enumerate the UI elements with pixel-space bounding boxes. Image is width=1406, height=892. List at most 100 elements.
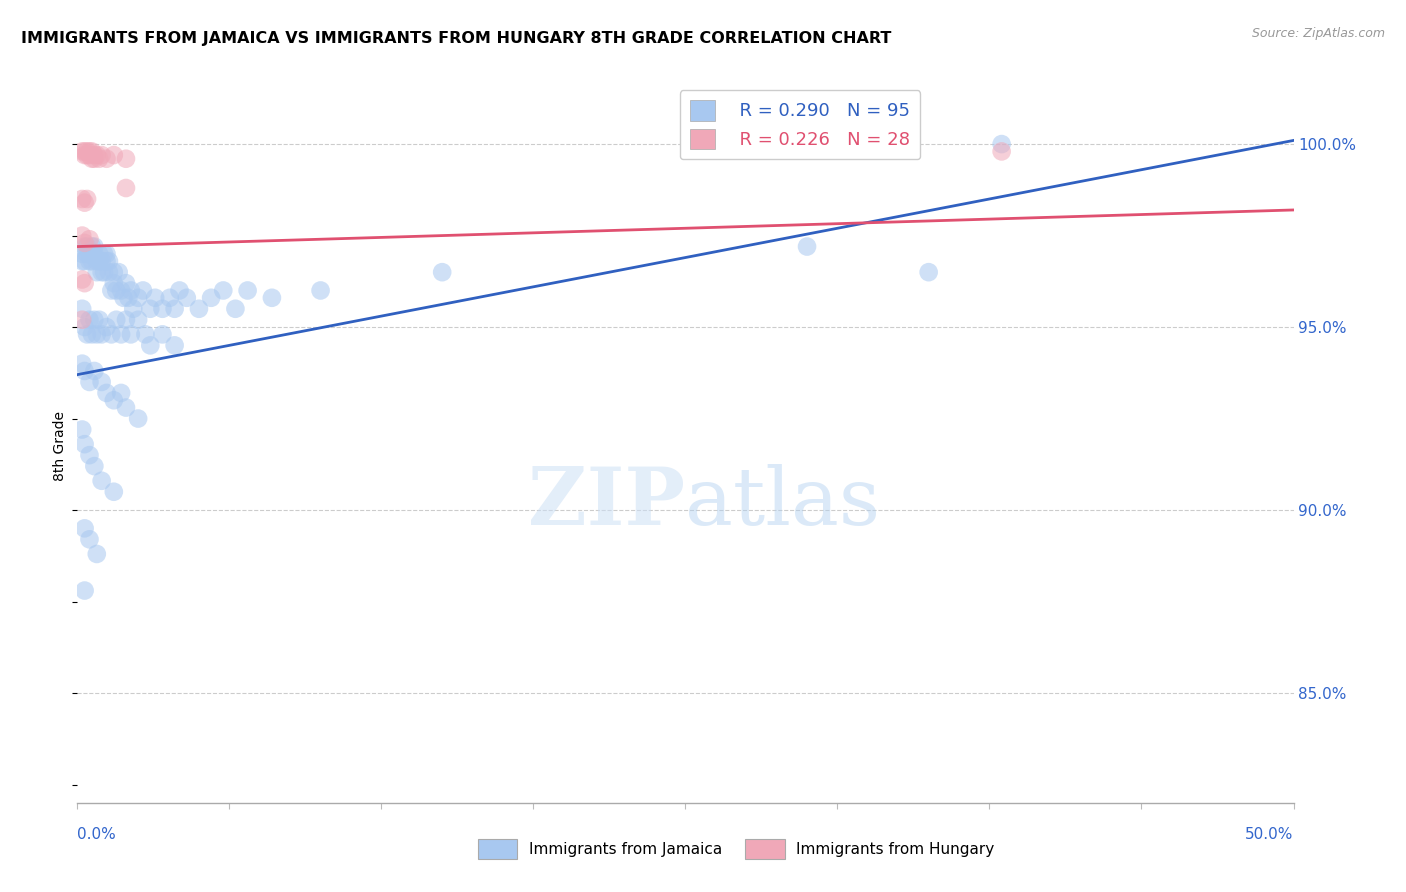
Point [90,265,112,279]
Point [110,284,132,298]
Point [224,301,246,316]
Point [79,533,101,547]
Point [236,284,259,298]
Point [70,301,93,316]
Point [918,265,941,279]
Point [96,247,118,261]
Text: ZIP: ZIP [529,464,686,542]
Point [90,148,112,162]
Point [115,401,138,415]
Point [432,265,454,279]
Point [159,291,181,305]
Point [120,327,142,342]
Point [73,148,96,162]
Point [112,291,135,305]
Point [70,272,93,286]
Point [93,265,115,279]
Point [127,411,149,425]
Point [212,284,235,298]
Point [163,301,186,316]
Point [79,375,101,389]
Point [152,327,174,342]
Point [83,148,105,162]
Point [163,338,186,352]
Point [115,276,138,290]
Point [80,254,103,268]
Point [70,145,93,159]
Point [103,276,125,290]
Point [86,254,108,268]
Point [188,301,211,316]
Point [309,284,332,298]
Point [176,291,198,305]
Point [86,148,108,162]
Point [127,291,149,305]
Point [260,291,283,305]
Point [76,239,98,253]
Point [143,291,166,305]
Point [96,254,118,268]
Point [90,375,112,389]
Point [76,145,98,159]
Point [76,148,98,162]
Point [73,320,96,334]
Point [70,423,93,437]
Point [89,152,111,166]
Point [73,254,96,268]
Point [96,152,118,166]
Point [79,148,101,162]
Point [96,386,118,401]
Point [73,521,96,535]
Point [127,312,149,326]
Point [79,247,101,261]
Point [103,148,125,162]
Point [86,327,108,342]
Point [107,265,129,279]
Point [103,265,125,279]
Point [79,254,101,268]
Text: 50.0%: 50.0% [1246,827,1294,841]
Y-axis label: 8th Grade: 8th Grade [53,411,67,481]
Point [79,232,101,246]
Point [115,312,138,326]
Point [70,357,93,371]
Point [100,284,122,298]
Point [73,235,96,250]
Point [73,145,96,159]
Point [100,327,122,342]
Point [103,393,125,408]
Point [139,338,162,352]
Point [139,301,162,316]
Point [70,192,93,206]
Text: Immigrants from Jamaica: Immigrants from Jamaica [529,842,721,856]
Text: atlas: atlas [686,464,880,542]
Point [79,145,101,159]
Point [73,437,96,451]
Point [990,137,1012,152]
Point [97,254,120,268]
Point [79,312,101,326]
Point [120,284,142,298]
Point [796,239,818,253]
Point [169,284,191,298]
Point [110,327,132,342]
Point [90,254,112,268]
Point [90,327,112,342]
Point [70,254,93,268]
Point [73,239,96,253]
Point [122,301,145,316]
Point [76,247,98,261]
Point [73,276,96,290]
Point [80,327,103,342]
Point [76,327,98,342]
Point [83,312,105,326]
Point [105,312,128,326]
Point [70,312,93,326]
Text: 0.0%: 0.0% [77,827,117,841]
Point [89,254,111,268]
Point [73,364,96,378]
Point [990,145,1012,159]
Point [134,327,156,342]
Point [76,192,98,206]
Point [105,284,128,298]
